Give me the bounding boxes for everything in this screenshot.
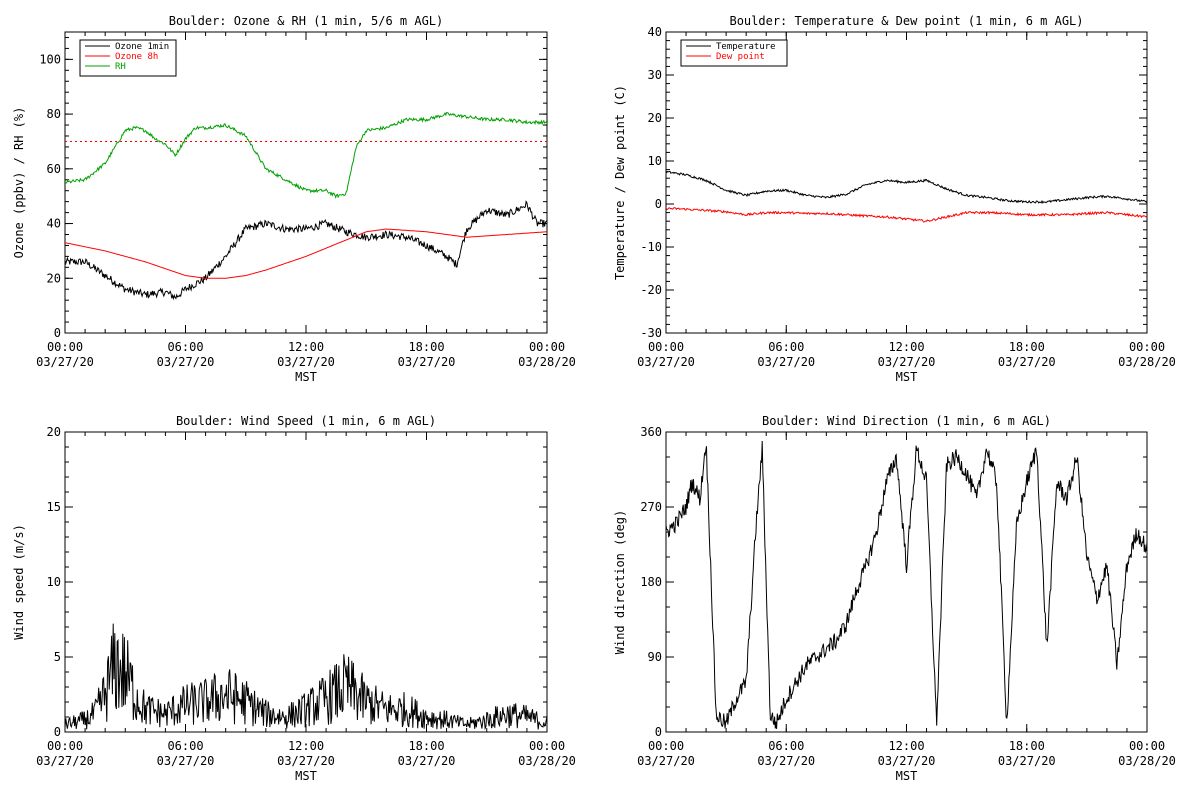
x-tick-label-date: 03/27/20 xyxy=(398,754,456,768)
y-tick-label: 0 xyxy=(655,725,662,739)
y-axis-label: Wind direction (deg) xyxy=(613,510,627,655)
y-tick-label: 100 xyxy=(39,52,61,66)
x-tick-label-time: 06:00 xyxy=(768,739,804,753)
x-tick-label-date: 03/27/20 xyxy=(277,355,335,369)
x-tick-label-date: 03/28/20 xyxy=(1118,754,1176,768)
series-line-ozone-1min xyxy=(65,200,547,301)
chart-panel-1: Boulder: Ozone & RH (1 min, 5/6 m AGL) 0 2… xyxy=(12,14,576,384)
x-tick-label-time: 00:00 xyxy=(529,739,565,753)
series-line-rh xyxy=(65,112,547,199)
x-axis-label: MST xyxy=(896,769,918,783)
legend-label: Dew point xyxy=(716,52,765,62)
y-tick-label: 40 xyxy=(47,217,61,231)
x-tick-label-date: 03/27/20 xyxy=(36,355,94,369)
x-tick-label-date: 03/27/20 xyxy=(157,754,215,768)
x-tick-label-time: 06:00 xyxy=(768,340,804,354)
y-tick-label: 0 xyxy=(655,197,662,211)
x-tick-label-date: 03/27/20 xyxy=(36,754,94,768)
x-tick-label-time: 00:00 xyxy=(1129,739,1165,753)
chart-title: Boulder: Wind Direction (1 min, 6 m AGL) xyxy=(762,414,1051,428)
y-tick-label: 60 xyxy=(47,162,61,176)
x-tick-label-date: 03/28/20 xyxy=(1118,355,1176,369)
x-tick-label-date: 03/27/20 xyxy=(157,355,215,369)
x-tick-label-time: 12:00 xyxy=(288,340,324,354)
x-tick-label-time: 18:00 xyxy=(408,739,444,753)
y-tick-label: 20 xyxy=(47,425,61,439)
x-tick-label-time: 00:00 xyxy=(47,340,83,354)
y-tick-label: 180 xyxy=(640,575,662,589)
x-tick-label-date: 03/27/20 xyxy=(998,754,1056,768)
plot-frame xyxy=(665,431,1148,733)
chart-title: Boulder: Wind Speed (1 min, 6 m AGL) xyxy=(176,414,436,428)
y-tick-label: 10 xyxy=(648,154,662,168)
y-tick-label: 30 xyxy=(648,68,662,82)
plot-frame xyxy=(64,431,548,733)
x-tick-label-time: 18:00 xyxy=(1009,340,1045,354)
x-axis-label: MST xyxy=(295,769,317,783)
x-tick-label-time: 12:00 xyxy=(288,739,324,753)
x-tick-label-date: 03/27/20 xyxy=(277,754,335,768)
legend-label: Ozone 8h xyxy=(115,52,158,62)
x-axis-label: MST xyxy=(896,370,918,384)
y-tick-label: 270 xyxy=(640,500,662,514)
x-tick-label-date: 03/28/20 xyxy=(518,754,576,768)
chart-panel-3: Boulder: Wind Speed (1 min, 6 m AGL) 0 5 10… xyxy=(12,414,576,783)
series-line-dew-point xyxy=(666,207,1147,223)
y-tick-label: 360 xyxy=(640,425,662,439)
x-tick-label-time: 12:00 xyxy=(888,739,924,753)
y-tick-label: 20 xyxy=(47,271,61,285)
legend-box xyxy=(680,39,788,67)
x-tick-label-date: 03/27/20 xyxy=(878,355,936,369)
y-tick-label: -20 xyxy=(640,283,662,297)
series-line xyxy=(666,440,1147,729)
y-axis-label: Ozone (ppbv) / RH (%) xyxy=(12,107,26,259)
y-tick-label: 0 xyxy=(54,725,61,739)
x-tick-label-date: 03/27/20 xyxy=(637,754,695,768)
y-tick-label: 15 xyxy=(47,500,61,514)
y-tick-label: 40 xyxy=(648,25,662,39)
x-tick-label-time: 00:00 xyxy=(648,739,684,753)
y-tick-label: 5 xyxy=(54,650,61,664)
x-tick-label-time: 00:00 xyxy=(47,739,83,753)
legend-label: Temperature xyxy=(716,42,776,52)
series-line xyxy=(65,623,547,731)
x-tick-label-time: 06:00 xyxy=(167,739,203,753)
x-axis-label: MST xyxy=(295,370,317,384)
x-tick-label-time: 00:00 xyxy=(648,340,684,354)
x-tick-label-date: 03/27/20 xyxy=(998,355,1056,369)
y-tick-label: 20 xyxy=(648,111,662,125)
chart-panel-4: Boulder: Wind Direction (1 min, 6 m AGL)… xyxy=(613,414,1176,783)
x-tick-label-date: 03/27/20 xyxy=(398,355,456,369)
series-line-ozone-8h xyxy=(65,228,547,279)
y-tick-label: -30 xyxy=(640,326,662,340)
y-tick-label: 10 xyxy=(47,575,61,589)
x-tick-label-time: 18:00 xyxy=(408,340,444,354)
legend-label: Ozone 1min xyxy=(115,42,169,52)
y-tick-label: 0 xyxy=(54,326,61,340)
x-tick-label-time: 18:00 xyxy=(1009,739,1045,753)
plot-frame xyxy=(64,31,548,334)
y-tick-label: -10 xyxy=(640,240,662,254)
x-tick-label-date: 03/27/20 xyxy=(757,754,815,768)
x-tick-label-date: 03/28/20 xyxy=(518,355,576,369)
x-tick-label-date: 03/27/20 xyxy=(878,754,936,768)
chart-panel-2: Boulder: Temperature & Dew point (1 min,… xyxy=(613,14,1176,384)
y-tick-label: 80 xyxy=(47,107,61,121)
y-axis-label: Temperature / Dew point (C) xyxy=(613,85,627,280)
series-line-temperature xyxy=(666,170,1147,204)
chart-title: Boulder: Ozone & RH (1 min, 5/6 m AGL) xyxy=(169,14,444,28)
x-tick-label-time: 12:00 xyxy=(888,340,924,354)
x-tick-label-time: 06:00 xyxy=(167,340,203,354)
y-tick-label: 90 xyxy=(648,650,662,664)
x-tick-label-date: 03/27/20 xyxy=(757,355,815,369)
x-tick-label-time: 00:00 xyxy=(1129,340,1165,354)
legend-label: RH xyxy=(115,62,126,72)
chart-title: Boulder: Temperature & Dew point (1 min,… xyxy=(729,14,1083,28)
x-tick-label-date: 03/27/20 xyxy=(637,355,695,369)
x-tick-label-time: 00:00 xyxy=(529,340,565,354)
y-axis-label: Wind speed (m/s) xyxy=(12,524,26,640)
